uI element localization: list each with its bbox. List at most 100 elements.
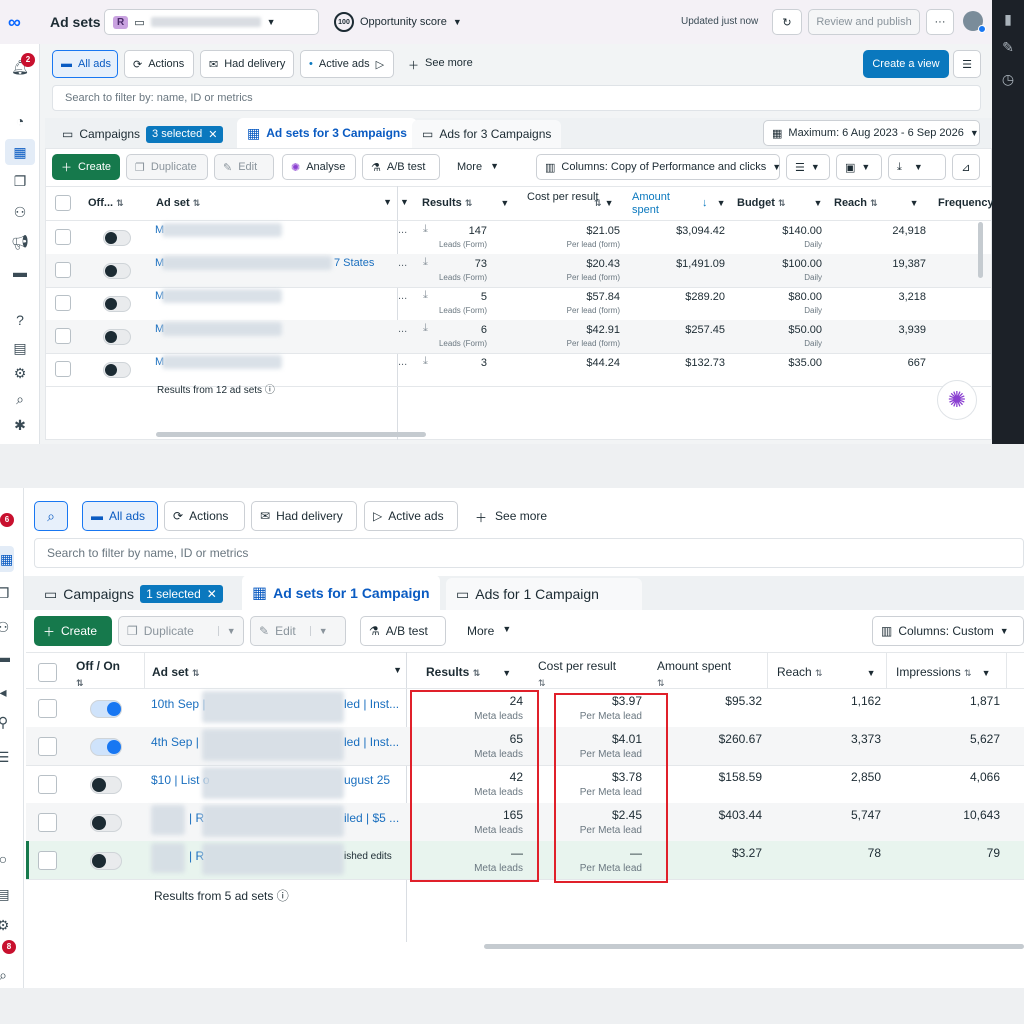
create-button[interactable]: ＋ Create — [34, 616, 112, 646]
gear-icon[interactable]: ⚙ — [13, 365, 27, 381]
select-all-checkbox[interactable] — [55, 195, 71, 211]
megaphone-icon[interactable]: ◂ — [0, 684, 7, 700]
filter-input[interactable]: Search to filter by name, ID or metrics — [34, 538, 1024, 568]
delivery-toggle[interactable] — [90, 738, 122, 756]
delivery-toggle[interactable] — [90, 776, 122, 794]
bug-icon[interactable]: ✱ — [14, 417, 26, 433]
adset-name-link[interactable]: M — [155, 356, 165, 368]
view-active-ads[interactable]: • Active ads ▷ — [300, 50, 394, 78]
ai-assistant-icon[interactable]: ✺ — [937, 380, 977, 420]
info-icon[interactable]: ⓘ — [276, 889, 289, 903]
row-checkbox[interactable] — [55, 262, 71, 278]
pages-icon[interactable]: ❐ — [0, 585, 10, 601]
review-publish-button[interactable]: Review and publish — [808, 9, 920, 35]
analyse-button[interactable]: ✺ Analyse — [282, 154, 356, 180]
col-reach[interactable]: Reach ⇅ ▼ — [834, 197, 919, 209]
pencil-icon[interactable]: ✎ — [1002, 39, 1014, 55]
info-icon[interactable]: ⓘ — [264, 385, 275, 396]
create-view-button[interactable]: Create a view — [863, 50, 949, 78]
row-checkbox[interactable] — [38, 775, 57, 794]
see-more-link[interactable]: ＋ See more — [475, 509, 547, 526]
delivery-toggle[interactable] — [103, 230, 131, 246]
col-amount-spent[interactable]: Amount spent ⇅ — [657, 658, 731, 691]
col-off-on[interactable]: Off / On ⇅ — [76, 658, 120, 691]
opportunity-score[interactable]: 100 Opportunity score ▼ — [334, 12, 462, 32]
date-range-picker[interactable]: ▦ Maximum: 6 Aug 2023 - 6 Sep 2026 ▼ — [763, 120, 980, 146]
ab-test-button[interactable]: ⚗ A/B test — [362, 154, 440, 180]
see-more-link[interactable]: ＋ See more — [408, 57, 473, 73]
edit-button[interactable]: ✎ Edit ▼ — [250, 616, 346, 646]
view-all-ads[interactable]: ▬ All ads — [52, 50, 118, 78]
col-impressions[interactable]: Impressions ⇅ ▼ — [896, 665, 991, 679]
col-frequency[interactable]: Frequency — [938, 197, 994, 209]
meta-logo-icon[interactable]: ∞ — [8, 12, 21, 32]
delivery-toggle[interactable] — [90, 814, 122, 832]
close-icon[interactable]: ✕ — [208, 128, 218, 141]
clock-icon[interactable]: ◷ — [1001, 71, 1015, 87]
duplicate-button[interactable]: ❐ Duplicate ▼ — [118, 616, 244, 646]
view-actions[interactable]: ⟳ Actions — [164, 501, 245, 531]
more-options-button[interactable]: ··· — [926, 9, 954, 35]
adset-name-link[interactable]: M — [155, 323, 165, 335]
tab-campaigns[interactable]: ▭ Campaigns 1 selected ✕ — [34, 578, 233, 610]
card-icon[interactable]: ▬ — [0, 649, 10, 665]
panel-icon[interactable]: ▮ — [1004, 11, 1012, 27]
row-checkbox[interactable] — [55, 328, 71, 344]
col-off[interactable]: Off... ⇅ — [88, 197, 124, 209]
col-amount-spent[interactable]: Amount spent — [632, 191, 670, 216]
select-all-checkbox[interactable] — [38, 663, 57, 682]
more-menu[interactable]: More ▼ — [467, 624, 511, 638]
export-button[interactable]: ⤓ ▼ — [888, 154, 946, 180]
col-adset[interactable]: Ad set ⇅ ▼ — [156, 197, 392, 209]
adset-name-suffix[interactable]: ished edits — [344, 851, 392, 862]
tab-adsets[interactable]: ▦ Ad sets for 3 Campaigns — [237, 118, 417, 148]
report-icon[interactable]: ▤ — [13, 340, 27, 356]
view-actions[interactable]: ⟳ Actions — [124, 50, 194, 78]
search-button[interactable]: ⌕ — [34, 501, 68, 531]
gear-icon[interactable]: ⚙ — [0, 917, 10, 933]
col-cost-per-result[interactable]: Cost per result ⇅ — [538, 658, 616, 691]
card-icon[interactable]: ▬ — [13, 264, 27, 280]
view-active-ads[interactable]: ▷ Active ads — [364, 501, 458, 531]
table-icon[interactable]: ▦ — [13, 144, 27, 160]
col-adset[interactable]: Ad set ⇅ ▼ — [152, 665, 402, 679]
adset-name-link[interactable]: 4th Sep | — [151, 735, 199, 749]
edit-button[interactable]: ✎ Edit — [214, 154, 274, 180]
megaphone-icon[interactable]: 📢︎ — [11, 234, 29, 250]
horizontal-scrollbar[interactable] — [156, 432, 426, 437]
adset-name-suffix[interactable]: iled | $5 ... — [344, 811, 400, 825]
adset-name-suffix[interactable]: 7 States — [334, 257, 375, 269]
adset-name-link[interactable]: 10th Sep | — [151, 697, 206, 711]
columns-selector[interactable]: ▥ Columns: Custom ▼ — [872, 616, 1024, 646]
adset-name-link[interactable]: | R — [189, 849, 205, 863]
gauge-icon[interactable]: ◔ — [15, 113, 25, 129]
adset-name-link[interactable]: $10 | List o — [151, 773, 210, 787]
pages-icon[interactable]: ❐ — [13, 173, 27, 189]
search-icon[interactable]: ⌕ — [16, 391, 24, 407]
delivery-toggle[interactable] — [103, 296, 131, 312]
row-checkbox[interactable] — [38, 813, 57, 832]
col-reach[interactable]: Reach ⇅ ▼ — [777, 665, 876, 679]
menu-icon[interactable]: ☰ — [0, 749, 10, 765]
col-results[interactable]: Results ⇅ ▼ — [426, 665, 511, 679]
vertical-scrollbar[interactable] — [978, 222, 983, 278]
settings-sliders-button[interactable]: ☰ — [953, 50, 981, 78]
view-had-delivery[interactable]: ✉ Had delivery — [251, 501, 357, 531]
tab-ads[interactable]: ▭ Ads for 1 Campaign — [446, 578, 642, 610]
breakdown-button[interactable]: ☰ ▼ — [786, 154, 830, 180]
help-icon[interactable]: ○ — [0, 851, 8, 867]
columns-selector[interactable]: ▥ Columns: Copy of Performance and clicks… — [536, 154, 781, 180]
tab-campaigns[interactable]: ▭ Campaigns 3 selected ✕ — [52, 120, 233, 148]
delivery-toggle[interactable] — [103, 362, 131, 378]
adset-name-suffix[interactable]: led | Inst... — [344, 735, 400, 749]
view-all-ads[interactable]: ▬ All ads — [82, 501, 158, 531]
horizontal-scrollbar[interactable] — [484, 944, 1024, 949]
adset-name-link[interactable]: M — [155, 290, 165, 302]
more-menu[interactable]: More ▼ — [457, 161, 499, 173]
chart-button[interactable]: ⊿ — [952, 154, 980, 180]
ab-test-button[interactable]: ⚗ A/B test — [360, 616, 446, 646]
scroll-left-icon[interactable]: ▼ — [400, 197, 409, 207]
row-checkbox[interactable] — [38, 851, 57, 870]
adset-name-link[interactable]: M — [155, 257, 165, 269]
adset-name-suffix[interactable]: led | Inst... — [344, 697, 400, 711]
